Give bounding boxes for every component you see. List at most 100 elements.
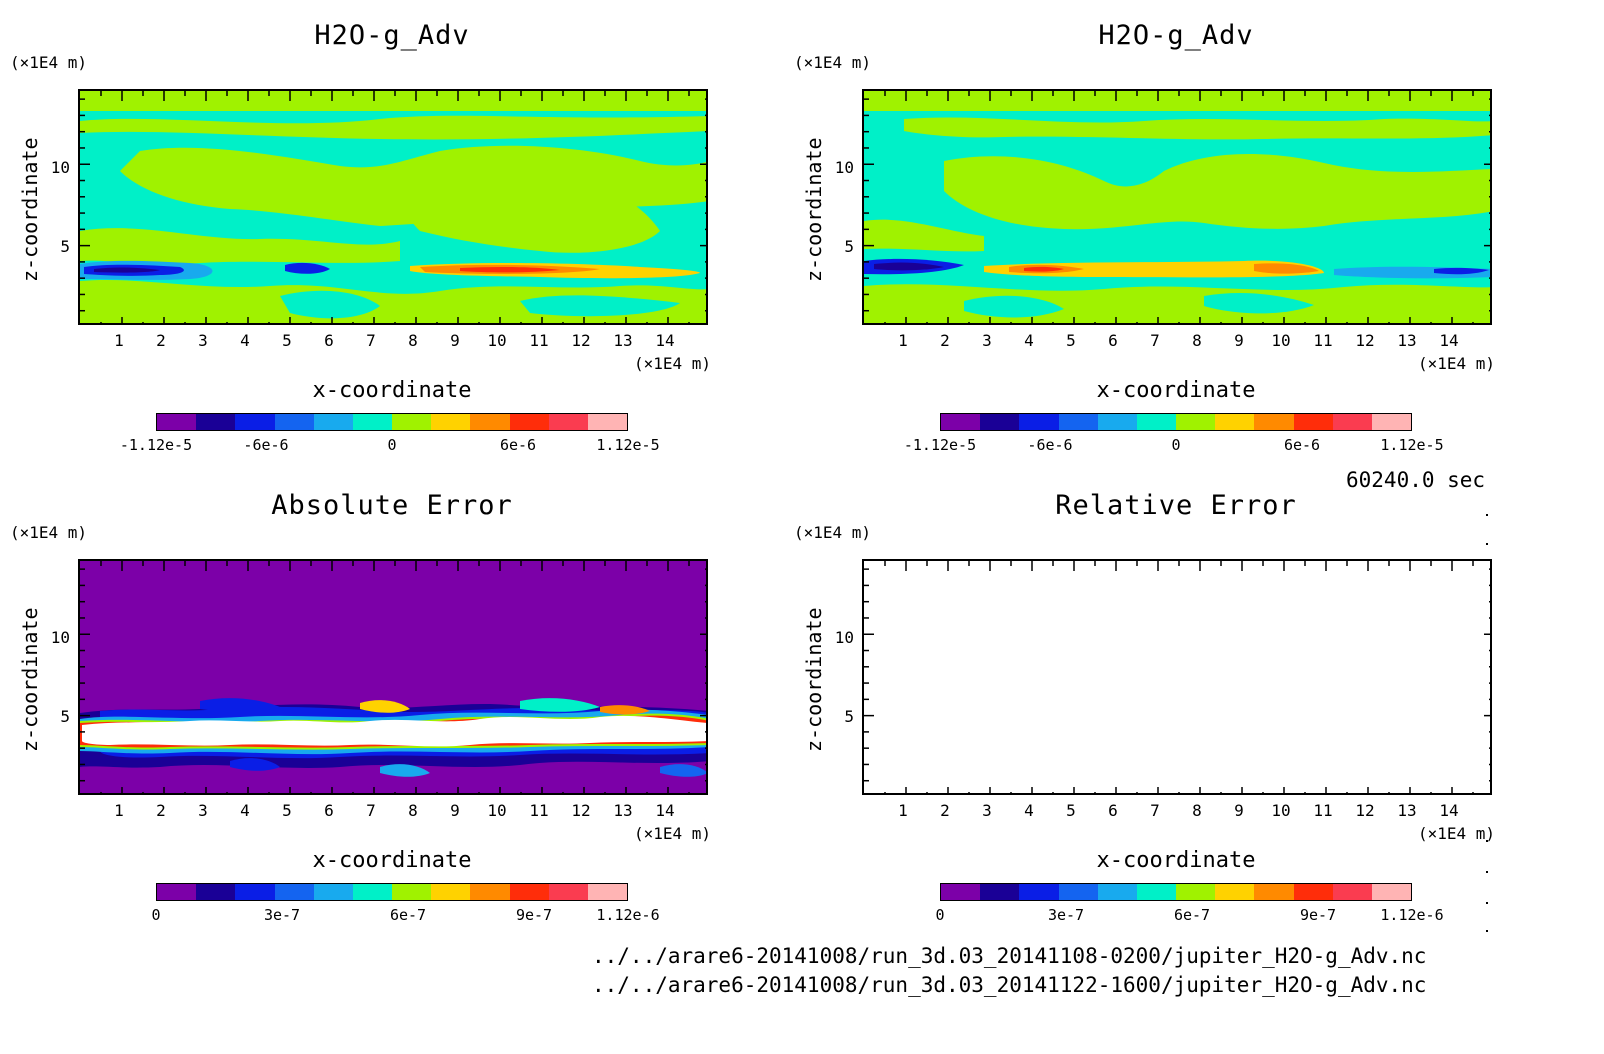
x-tick-label: 13	[1397, 801, 1417, 820]
x-tick-label: 10	[487, 331, 507, 350]
x-unit-label: (×1E4 m)	[1418, 354, 1496, 373]
contour-region	[285, 262, 330, 274]
x-tick-label: 8	[408, 801, 418, 820]
contour-region	[94, 267, 160, 273]
colorbar-swatch	[1097, 414, 1137, 430]
contour-region	[944, 154, 1490, 230]
x-tick-label: 4	[1024, 331, 1034, 350]
colorbar-swatch	[431, 884, 471, 900]
panel-title: Relative Error	[1055, 490, 1297, 521]
contour-region	[1024, 266, 1064, 272]
time-stamp: 60240.0 sec	[1346, 468, 1486, 492]
contour-region	[280, 290, 380, 319]
colorbar-swatch	[1019, 414, 1059, 430]
heatmap-plot	[862, 89, 1492, 325]
contour-region	[520, 295, 680, 317]
x-tick-label: 2	[940, 331, 950, 350]
colorbar-swatch	[235, 414, 275, 430]
colorbar-swatch	[1136, 414, 1177, 430]
contour-region	[80, 91, 706, 111]
x-tick-label: 11	[529, 331, 549, 350]
colorbar-swatch	[274, 884, 314, 900]
heatmap-field	[864, 91, 1490, 323]
colorbar-label: 6e-7	[389, 906, 427, 924]
colorbar	[940, 883, 1412, 901]
x-unit-label: (×1E4 m)	[634, 824, 712, 843]
x-tick-label: 14	[655, 331, 675, 350]
x-tick-label: 3	[982, 331, 992, 350]
panel-top-right: H2O-g_Adv (×1E4 m) 1 2 3 4 5 6 7	[784, 0, 1564, 470]
decorative-dot	[1486, 902, 1488, 904]
colorbar-swatch	[392, 884, 432, 900]
y-tick-label: 5	[60, 237, 70, 256]
colorbar	[156, 883, 628, 901]
x-tick-label: 13	[613, 331, 633, 350]
colorbar-swatch	[1254, 884, 1294, 900]
x-tick-label: 6	[324, 331, 334, 350]
x-tick-label: 8	[408, 331, 418, 350]
contour-region	[1254, 263, 1319, 274]
contour-region	[230, 758, 280, 771]
colorbar-swatch	[157, 414, 197, 430]
colorbar-swatch	[1254, 414, 1294, 430]
file-path: ../../arare6-20141008/run_3d.03_20141108…	[592, 944, 1427, 968]
y-axis-label: z-coordinate	[18, 137, 42, 283]
colorbar-swatch	[1136, 884, 1177, 900]
colorbar-swatch	[352, 414, 393, 430]
x-tick-label: 13	[1397, 331, 1417, 350]
x-tick-label: 5	[282, 331, 292, 350]
colorbar-swatch	[196, 414, 236, 430]
y-tick-label: 5	[60, 707, 70, 726]
colorbar-label: 0	[935, 906, 945, 924]
colorbar-label: -6e-6	[1027, 436, 1073, 454]
x-tick-label: 9	[1234, 801, 1244, 820]
x-tick-label: 9	[1234, 331, 1244, 350]
colorbar-swatch	[1371, 884, 1412, 900]
axis-ticks	[80, 561, 706, 793]
y-tick-label: 10	[834, 628, 854, 647]
x-tick-label: 12	[571, 331, 591, 350]
x-tick-label: 8	[1192, 801, 1202, 820]
axis-ticks	[80, 91, 706, 323]
contour-region	[80, 228, 400, 265]
x-tick-label: 10	[487, 801, 507, 820]
x-tick-label: 2	[156, 331, 166, 350]
colorbar-swatch	[1215, 414, 1255, 430]
colorbar-label: 1.12e-6	[596, 906, 660, 924]
colorbar-swatch	[431, 414, 471, 430]
contour-region	[904, 117, 1490, 140]
file-path: ../../arare6-20141008/run_3d.03_20141122…	[592, 973, 1427, 997]
colorbar-label: 6e-6	[499, 436, 537, 454]
y-axis-label: z-coordinate	[802, 607, 826, 753]
colorbar-swatch	[1371, 414, 1412, 430]
colorbar-label: 0	[151, 906, 161, 924]
colorbar-label: 0	[387, 436, 397, 454]
x-tick-label: 2	[940, 801, 950, 820]
contour-region	[864, 91, 1490, 111]
x-tick-label: 6	[1108, 801, 1118, 820]
x-axis-label: x-coordinate	[312, 848, 472, 873]
contour-region	[360, 700, 410, 713]
x-tick-label: 3	[198, 331, 208, 350]
y-axis-label: z-coordinate	[18, 607, 42, 753]
x-tick-label: 11	[1313, 801, 1333, 820]
x-tick-label: 9	[450, 801, 460, 820]
colorbar-swatch	[1097, 884, 1137, 900]
colorbar-swatch	[1332, 884, 1372, 900]
colorbar-label: 9e-7	[515, 906, 553, 924]
decorative-dot	[1486, 543, 1488, 545]
y-axis-label: z-coordinate	[802, 137, 826, 283]
colorbar-swatch	[1176, 414, 1216, 430]
heatmap-field	[80, 561, 706, 793]
x-tick-label: 4	[1024, 801, 1034, 820]
x-tick-label: 6	[1108, 331, 1118, 350]
colorbar-label: 6e-6	[1283, 436, 1321, 454]
colorbar-swatch	[470, 414, 510, 430]
colorbar-label: 0	[1171, 436, 1181, 454]
axis-ticks	[864, 561, 1490, 793]
x-unit-label: (×1E4 m)	[634, 354, 712, 373]
panel-title: H2O-g_Adv	[1098, 20, 1254, 51]
y-unit-label: (×1E4 m)	[10, 523, 88, 542]
panel-bottom-left: Absolute Error (×1E4 m) 1 2 3 4 5 6 7 8	[0, 470, 780, 940]
x-tick-label: 12	[1355, 331, 1375, 350]
